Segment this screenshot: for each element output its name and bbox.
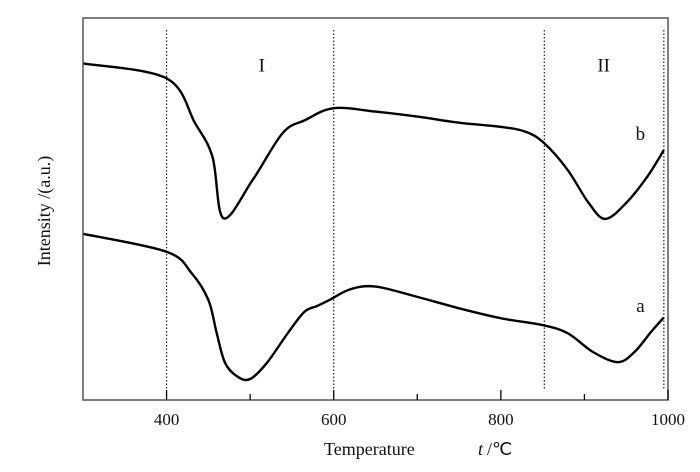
x-tick-label: 400 bbox=[154, 410, 180, 429]
x-tick-label: 1000 bbox=[651, 410, 685, 429]
curve-a bbox=[82, 232, 665, 382]
curve-b bbox=[82, 62, 665, 221]
region-dividers bbox=[165, 30, 665, 390]
region-label: I bbox=[259, 55, 265, 76]
series-label-b: b bbox=[636, 124, 646, 145]
x-axis-unit: /℃ bbox=[487, 439, 512, 459]
x-axis-title: Temperature bbox=[324, 439, 415, 459]
region-label: II bbox=[597, 55, 610, 76]
y-axis-title: Intensity /(a.u.) bbox=[34, 156, 55, 266]
curves bbox=[82, 62, 665, 382]
series-label-a: a bbox=[636, 296, 645, 317]
x-axis-unit-symbol: t bbox=[478, 439, 484, 459]
x-tick-label: 800 bbox=[488, 410, 514, 429]
plot-frame bbox=[82, 17, 669, 401]
x-ticks: 400 600 800 1000 bbox=[154, 390, 685, 429]
x-tick-label: 600 bbox=[321, 410, 347, 429]
